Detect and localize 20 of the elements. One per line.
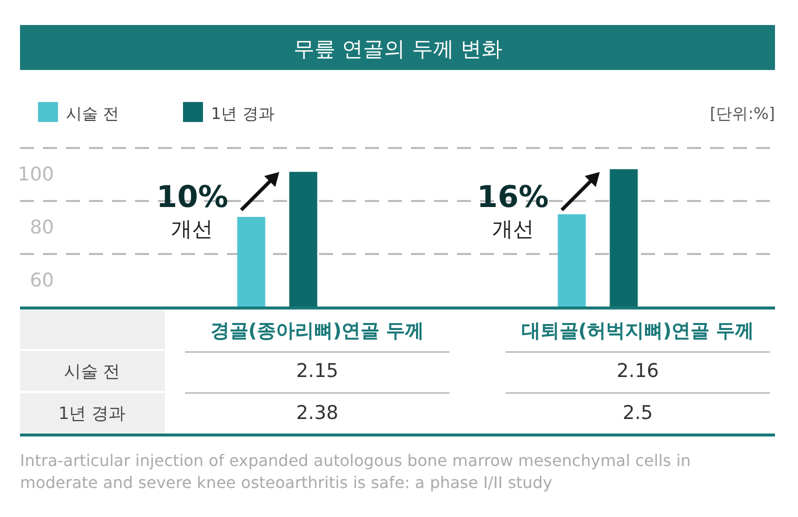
text: Intra-articular injection of expanded autologous bone marrow mesenchymal cells in moderate and severe knee osteoarthritis is safe: a phase I/II study bbox=[20, 451, 691, 492]
annotation: 10% bbox=[156, 180, 228, 215]
legend-label: 시술 전 bbox=[66, 104, 120, 123]
annotation: 16% bbox=[476, 180, 549, 215]
y-tick-label: 80 bbox=[30, 216, 54, 239]
chart-title: 무릎 연골의 두께 변화 bbox=[293, 37, 503, 61]
text: 2.5 bbox=[622, 402, 653, 424]
text: 1년 경과 bbox=[58, 404, 126, 424]
annotation: 개선 bbox=[492, 217, 534, 241]
text: 2.38 bbox=[296, 402, 338, 424]
text: 시술 전 bbox=[64, 362, 120, 382]
text: 2.16 bbox=[616, 360, 659, 382]
x-tick-label: 대퇴골(허벅지뼈)연골 두께 bbox=[521, 320, 754, 342]
y-tick-label: 100 bbox=[18, 164, 54, 186]
text: 2.15 bbox=[296, 360, 338, 382]
text: [단위:%] bbox=[710, 104, 775, 123]
legend-label: 1년 경과 bbox=[211, 104, 274, 123]
annotation: 개선 bbox=[171, 217, 214, 241]
y-tick-label: 60 bbox=[30, 270, 54, 292]
x-tick-label: 경골(종아리뼈)연골 두께 bbox=[210, 320, 424, 342]
